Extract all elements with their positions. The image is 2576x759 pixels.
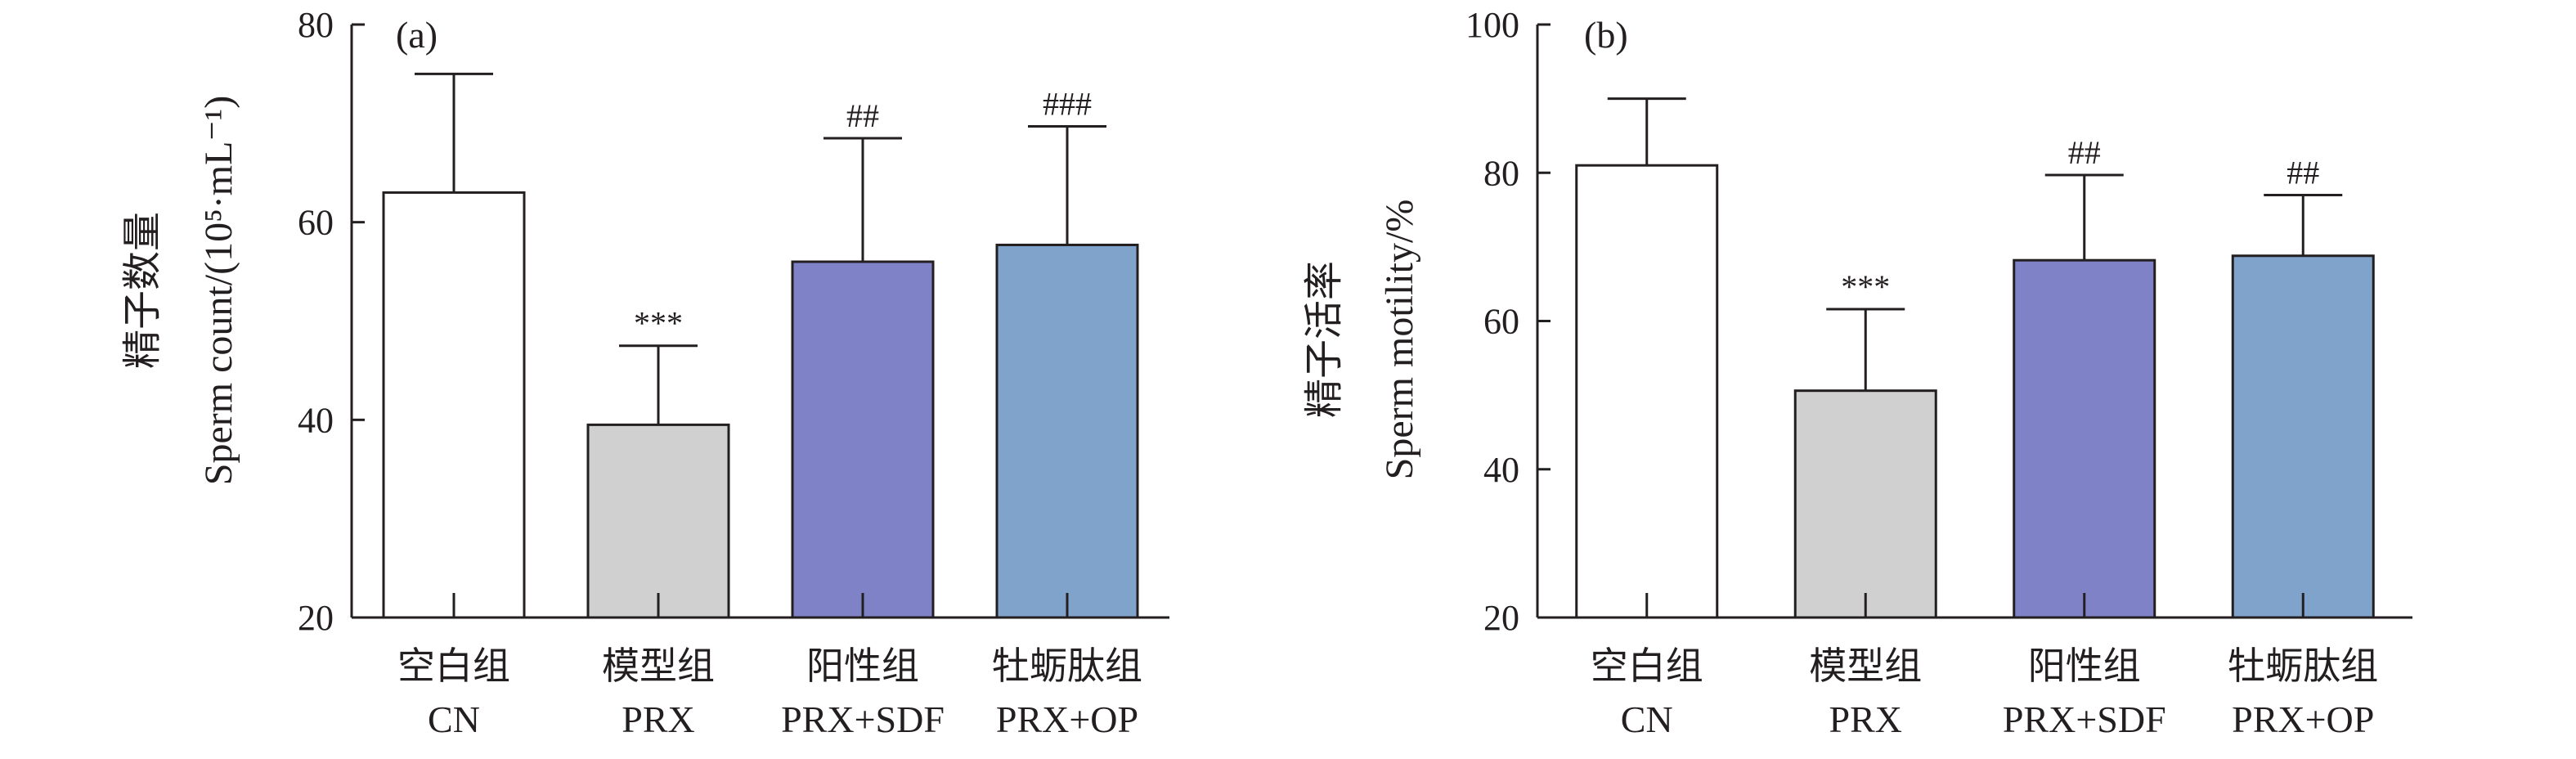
bar bbox=[2231, 254, 2375, 619]
y-tick-label: 40 bbox=[1483, 450, 1519, 490]
bar bbox=[791, 260, 935, 619]
x-category-label: PRX bbox=[622, 698, 694, 740]
x-category-label-cn: 牡蛎肽组 bbox=[992, 645, 1142, 687]
bar bbox=[586, 423, 730, 619]
x-category-label-cn: 空白组 bbox=[1591, 645, 1703, 687]
y-tick-label: 60 bbox=[298, 203, 334, 243]
x-category-label-cn: 阳性组 bbox=[806, 645, 919, 687]
significance-label: ## bbox=[2287, 154, 2319, 191]
panel-label: (a) bbox=[396, 14, 438, 56]
x-category-label-cn: 牡蛎肽组 bbox=[2228, 645, 2378, 687]
y-tick-label: 20 bbox=[298, 598, 334, 638]
y-tick-label: 20 bbox=[1483, 598, 1519, 638]
bar bbox=[1793, 389, 1937, 619]
x-category-label: PRX bbox=[1829, 698, 1902, 740]
x-category-label-cn: 模型组 bbox=[1809, 645, 1922, 687]
bar bbox=[382, 191, 526, 619]
bar bbox=[995, 243, 1139, 619]
significance-label: ## bbox=[2068, 134, 2101, 171]
panel-label: (b) bbox=[1584, 14, 1628, 56]
y-axis-title-en: Sperm motility/% bbox=[1378, 200, 1421, 480]
y-tick-label: 80 bbox=[298, 5, 334, 45]
x-category-label-cn: 空白组 bbox=[397, 645, 510, 687]
significance-label: ### bbox=[1043, 85, 1092, 122]
x-category-label: PRX+OP bbox=[2232, 698, 2374, 740]
significance-label: *** bbox=[634, 305, 683, 342]
y-tick-label: 40 bbox=[298, 400, 334, 440]
y-axis-title-cn: 精子数量 bbox=[121, 212, 164, 369]
x-category-label: CN bbox=[1621, 698, 1673, 740]
x-category-label: PRX+SDF bbox=[2003, 698, 2166, 740]
y-tick-label: 100 bbox=[1465, 5, 1519, 45]
x-category-label-cn: 模型组 bbox=[602, 645, 715, 687]
y-axis-title-cn: 精子活率 bbox=[1303, 261, 1346, 418]
x-category-label: PRX+OP bbox=[996, 698, 1138, 740]
bar bbox=[1575, 164, 1719, 619]
significance-label: ## bbox=[846, 97, 879, 134]
y-axis-title-en: Sperm count/(10⁵·mL⁻¹) bbox=[197, 96, 240, 485]
bar bbox=[2013, 258, 2156, 619]
x-category-label-cn: 阳性组 bbox=[2028, 645, 2141, 687]
y-tick-label: 60 bbox=[1483, 302, 1519, 342]
y-tick-label: 80 bbox=[1483, 153, 1519, 193]
significance-label: *** bbox=[1841, 268, 1890, 305]
x-category-label: PRX+SDF bbox=[781, 698, 945, 740]
x-category-label: CN bbox=[428, 698, 480, 740]
